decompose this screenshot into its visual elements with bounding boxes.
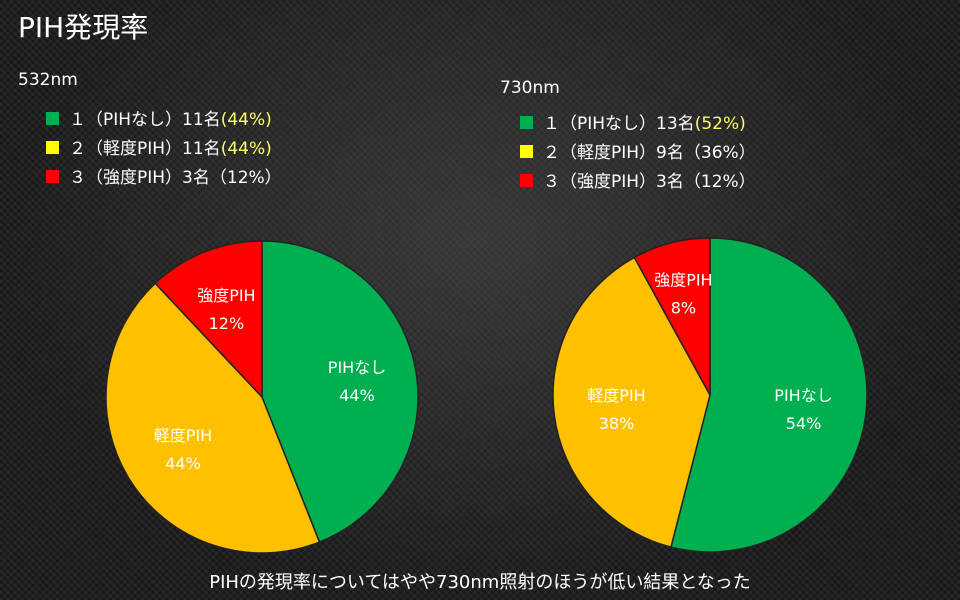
slice-value-label: 44% bbox=[165, 454, 201, 473]
slice-value-label: 44% bbox=[339, 386, 375, 405]
legend-row: １（PIHなし）13名(52%) bbox=[520, 110, 756, 139]
pie-slice bbox=[670, 237, 868, 553]
pie-slice bbox=[633, 237, 711, 396]
legend-row: １（PIHなし）11名(44%) bbox=[46, 106, 282, 135]
green-swatch-icon bbox=[520, 116, 533, 129]
slice-label: PIHなし bbox=[774, 386, 832, 405]
legend-row: ２（軽度PIH）9名（36%） bbox=[520, 139, 756, 168]
pie-slice bbox=[154, 240, 263, 399]
slice-value-label: 54% bbox=[786, 414, 822, 433]
slice-label: 軽度PIH bbox=[587, 386, 645, 405]
slice-label: 強度PIH bbox=[197, 286, 255, 305]
legend-532nm: １（PIHなし）11名(44%) ２（軽度PIH）11名(44%) ３（強度PI… bbox=[46, 106, 282, 193]
legend-text: ３（強度PIH）3名 bbox=[543, 172, 684, 192]
legend-text: ３（強度PIH）3名 bbox=[69, 168, 210, 188]
legend-text: ２（軽度PIH）11名 bbox=[69, 139, 221, 159]
slice-value-label: 12% bbox=[209, 314, 245, 333]
slice-label: PIHなし bbox=[328, 358, 386, 377]
yellow-swatch-icon bbox=[520, 145, 533, 158]
slice-label: 強度PIH bbox=[654, 271, 712, 290]
panel-label-730nm: 730nm bbox=[500, 78, 560, 98]
pie-slice bbox=[552, 256, 711, 548]
legend-row: ３（強度PIH）3名（12%） bbox=[46, 164, 282, 193]
legend-percent: (52%) bbox=[694, 114, 746, 134]
legend-percent: （12%） bbox=[209, 168, 282, 188]
pie-slice bbox=[105, 282, 321, 554]
slice-value-label: 38% bbox=[599, 414, 635, 433]
slide-title: PIH発現率 bbox=[18, 11, 149, 44]
legend-percent: （36%） bbox=[683, 143, 756, 163]
legend-row: ２（軽度PIH）11名(44%) bbox=[46, 135, 282, 164]
red-swatch-icon bbox=[46, 170, 59, 183]
slice-label: 軽度PIH bbox=[154, 426, 212, 445]
legend-text: １（PIHなし）13名 bbox=[543, 114, 695, 134]
legend-text: ２（軽度PIH）9名 bbox=[543, 143, 684, 163]
legend-730nm: １（PIHなし）13名(52%) ２（軽度PIH）9名（36%） ３（強度PIH… bbox=[520, 110, 756, 197]
legend-percent: (44%) bbox=[220, 110, 272, 130]
panel-label-532nm: 532nm bbox=[18, 70, 78, 90]
yellow-swatch-icon bbox=[46, 141, 59, 154]
legend-percent: (44%) bbox=[220, 139, 272, 159]
conclusion-text: PIHの発現率についてはやや730nm照射のほうが低い結果となった bbox=[209, 572, 751, 593]
legend-percent: （12%） bbox=[683, 172, 756, 192]
red-swatch-icon bbox=[520, 174, 533, 187]
green-swatch-icon bbox=[46, 112, 59, 125]
pie-slice bbox=[261, 240, 419, 544]
legend-row: ３（強度PIH）3名（12%） bbox=[520, 168, 756, 197]
slice-value-label: 8% bbox=[671, 299, 696, 318]
legend-text: １（PIHなし）11名 bbox=[69, 110, 221, 130]
